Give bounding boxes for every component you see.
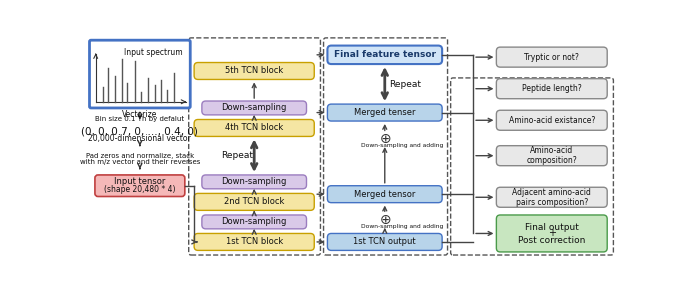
Text: 4th TCN block: 4th TCN block xyxy=(225,124,284,133)
Text: with m/z vector and their reverses: with m/z vector and their reverses xyxy=(79,159,200,165)
Text: Merged tenser: Merged tenser xyxy=(354,108,416,117)
FancyBboxPatch shape xyxy=(327,233,442,250)
FancyBboxPatch shape xyxy=(497,187,607,207)
FancyBboxPatch shape xyxy=(327,186,442,203)
Text: Down-sampling: Down-sampling xyxy=(221,104,287,113)
Text: Down-sampling and adding: Down-sampling and adding xyxy=(360,224,443,229)
Text: Final output: Final output xyxy=(525,223,579,232)
FancyBboxPatch shape xyxy=(497,47,607,67)
Text: Final feature tensor: Final feature tensor xyxy=(334,50,436,59)
Text: +: + xyxy=(548,229,556,238)
FancyBboxPatch shape xyxy=(90,40,190,108)
FancyBboxPatch shape xyxy=(202,101,306,115)
FancyBboxPatch shape xyxy=(497,215,607,252)
FancyBboxPatch shape xyxy=(497,110,607,130)
Text: Repeat: Repeat xyxy=(389,79,421,88)
FancyBboxPatch shape xyxy=(95,175,185,197)
Text: (0, 0, 0.7, 0, ..., 0.4, 0): (0, 0, 0.7, 0, ..., 0.4, 0) xyxy=(82,126,199,136)
FancyBboxPatch shape xyxy=(327,104,442,121)
Text: $\oplus$: $\oplus$ xyxy=(379,213,391,226)
FancyBboxPatch shape xyxy=(194,233,314,250)
Text: Bin size 0.1 Th by defalut: Bin size 0.1 Th by defalut xyxy=(95,117,184,122)
Text: (shape 20,480 * 4): (shape 20,480 * 4) xyxy=(104,185,175,194)
Text: Adjacent amino-acid
pairs composition?: Adjacent amino-acid pairs composition? xyxy=(512,188,591,207)
Text: 1st TCN output: 1st TCN output xyxy=(353,238,416,246)
FancyBboxPatch shape xyxy=(194,119,314,136)
Text: Repeat: Repeat xyxy=(221,151,253,160)
FancyBboxPatch shape xyxy=(202,175,306,189)
Text: Amino-acid existance?: Amino-acid existance? xyxy=(508,116,595,125)
Text: Input tensor: Input tensor xyxy=(114,177,166,186)
Text: $\oplus$: $\oplus$ xyxy=(379,132,391,146)
Text: Merged tensor: Merged tensor xyxy=(354,190,416,199)
Text: Input spectrum: Input spectrum xyxy=(124,48,182,57)
Text: Vectorize: Vectorize xyxy=(122,110,158,119)
Text: Down-sampling: Down-sampling xyxy=(221,177,287,186)
Text: 5th TCN block: 5th TCN block xyxy=(225,66,284,75)
Text: Tryptic or not?: Tryptic or not? xyxy=(524,52,580,62)
Text: Amino-acid
composition?: Amino-acid composition? xyxy=(526,146,577,165)
Text: Pad zeros and normalize, stack: Pad zeros and normalize, stack xyxy=(86,153,194,159)
Text: 20,000-dimensional vector: 20,000-dimensional vector xyxy=(88,134,191,143)
Text: 2nd TCN block: 2nd TCN block xyxy=(224,197,284,206)
FancyBboxPatch shape xyxy=(194,63,314,79)
Text: Down-sampling and adding: Down-sampling and adding xyxy=(360,143,443,148)
FancyBboxPatch shape xyxy=(327,46,442,64)
Text: 1st TCN block: 1st TCN block xyxy=(225,238,283,246)
FancyBboxPatch shape xyxy=(497,79,607,99)
Text: Post correction: Post correction xyxy=(518,236,586,245)
FancyBboxPatch shape xyxy=(497,146,607,166)
FancyBboxPatch shape xyxy=(202,215,306,229)
Text: Down-sampling: Down-sampling xyxy=(221,218,287,226)
FancyBboxPatch shape xyxy=(194,193,314,210)
Text: Peptide length?: Peptide length? xyxy=(522,84,582,93)
